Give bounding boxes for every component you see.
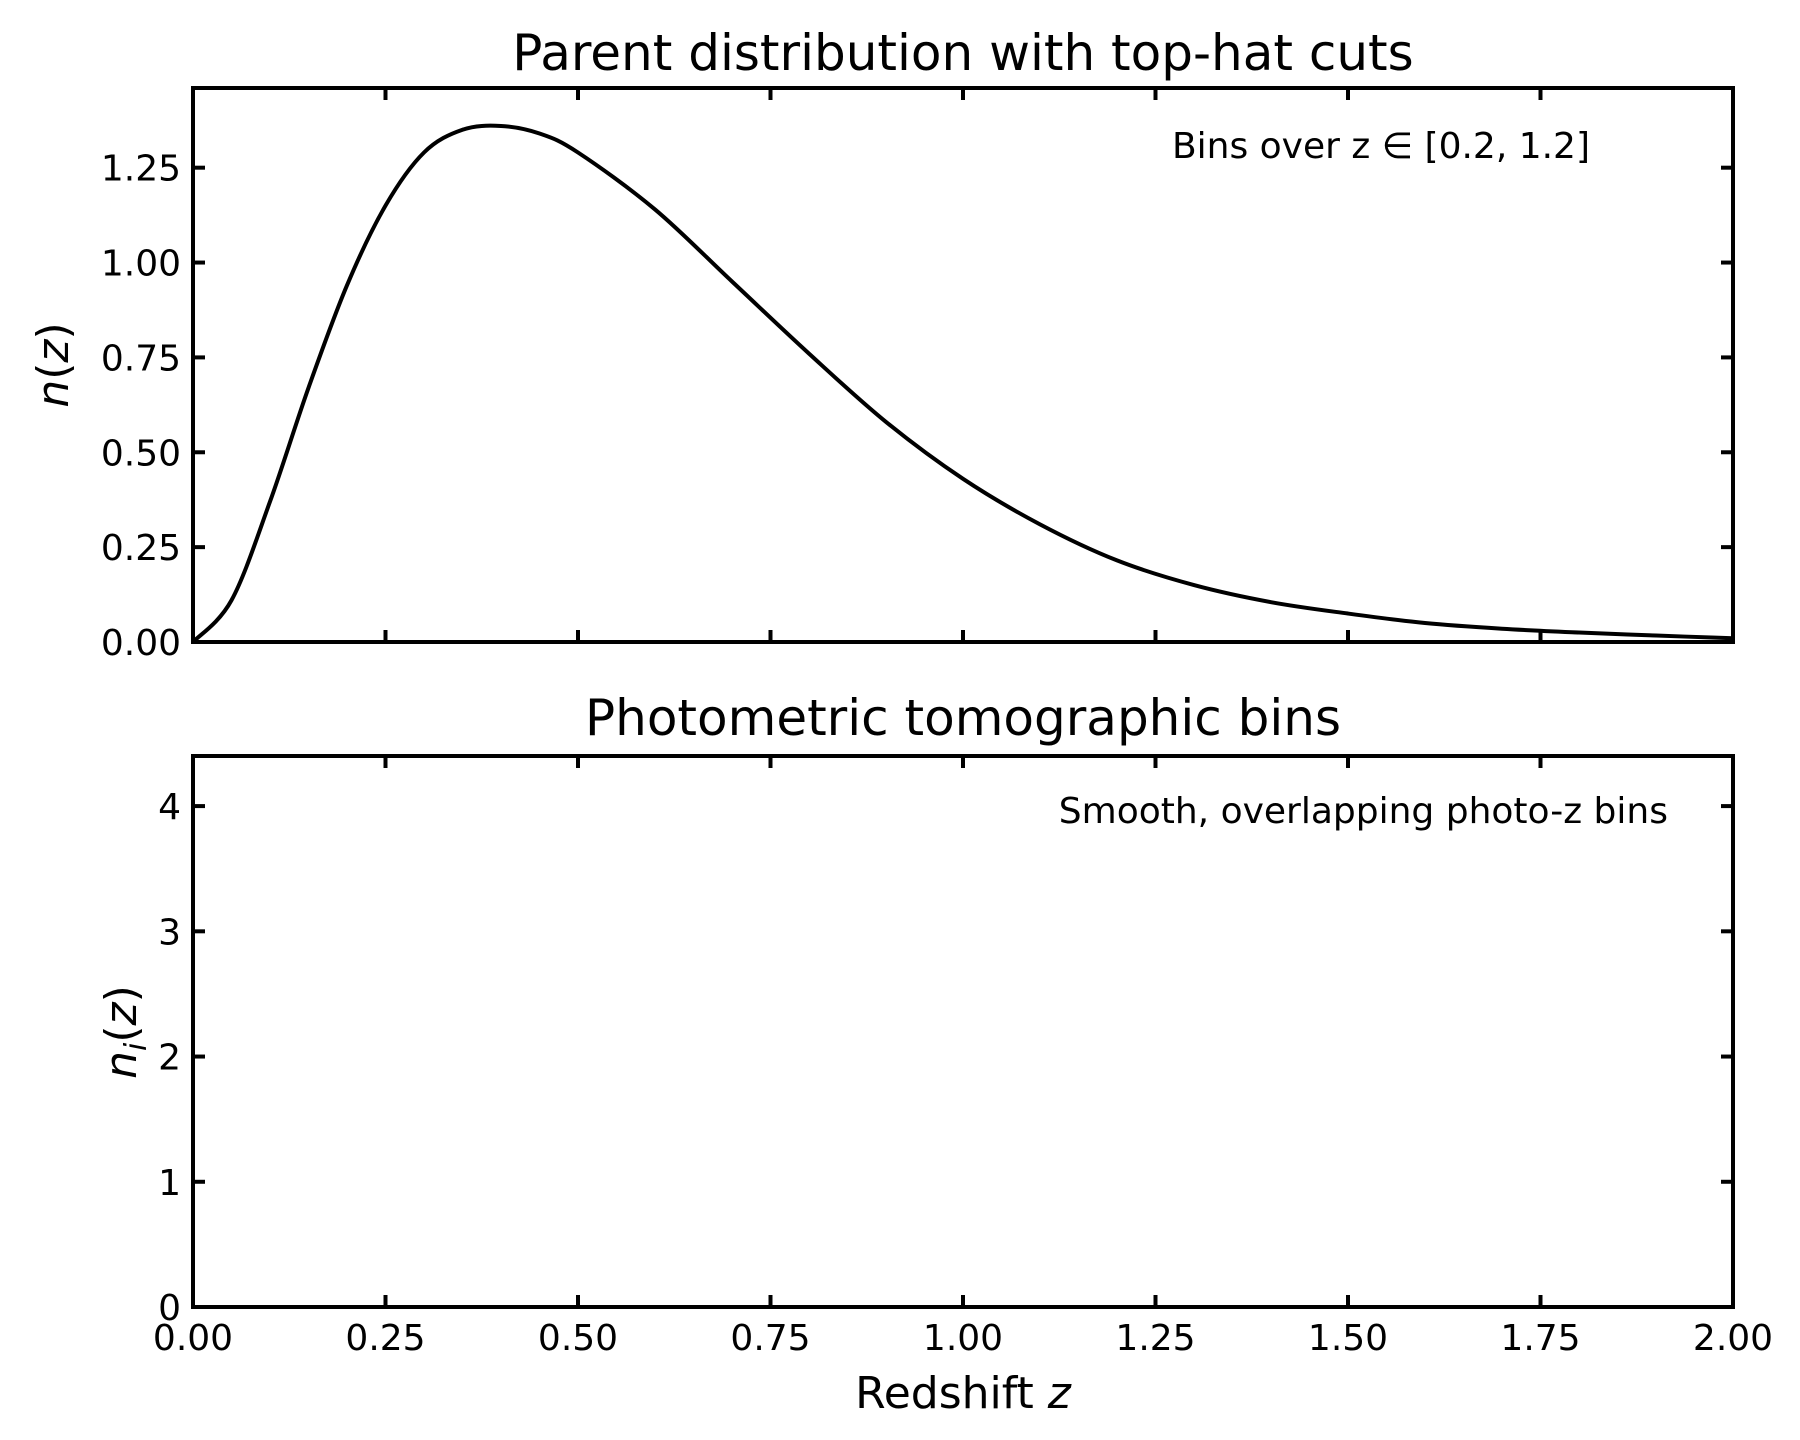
x-tick-label: 1.50 xyxy=(1308,1318,1388,1359)
y-ticks xyxy=(193,165,1733,644)
y-ticks xyxy=(193,804,1733,1309)
x-axis-label: Redshift z xyxy=(855,1368,1072,1419)
plot-frame xyxy=(191,754,1735,1309)
x-tick-label: 1.25 xyxy=(1115,1318,1195,1359)
y-tick-label: 4 xyxy=(158,787,181,828)
y-axis-label: n(z) xyxy=(28,322,79,407)
plot-frame xyxy=(191,86,1735,644)
y-tick-label: 0.25 xyxy=(101,528,181,569)
y-tick-label: 0 xyxy=(158,1288,181,1329)
panel-parent-distribution: Parent distribution with top-hat cuts 0.… xyxy=(28,24,1735,664)
y-axis-label: ni(z) xyxy=(96,985,154,1079)
chart-title: Photometric tomographic bins xyxy=(585,689,1341,747)
y-tick-label: 1 xyxy=(158,1163,181,1204)
panel-tomographic-bins: Photometric tomographic bins 0.00 0.25 0.5… xyxy=(96,689,1773,1419)
x-ticks xyxy=(191,88,1735,642)
x-ticks xyxy=(191,756,1735,1307)
x-tick-label: 2.00 xyxy=(1693,1318,1773,1359)
y-tick-label: 0.50 xyxy=(101,433,181,474)
x-tick-label: 1.75 xyxy=(1500,1318,1580,1359)
annotation: Bins over z ∈ [0.2, 1.2] xyxy=(1172,126,1590,167)
x-tick-label: 0.25 xyxy=(345,1318,425,1359)
x-tick-label: 0.00 xyxy=(153,1318,233,1359)
x-tick-label: 0.50 xyxy=(538,1318,618,1359)
x-tick-labels: 0.00 0.25 0.50 0.75 1.00 1.25 1.50 1.75 2.00 xyxy=(153,1318,1773,1359)
annotation: Smooth, overlapping photo-z bins xyxy=(1059,791,1668,832)
y-tick-label: 3 xyxy=(158,912,181,953)
y-tick-label: 2 xyxy=(158,1038,181,1079)
y-tick-label: 1.00 xyxy=(101,244,181,285)
y-tick-labels: 0 1 2 3 4 xyxy=(158,787,181,1329)
x-tick-label: 0.75 xyxy=(730,1318,810,1359)
series-line xyxy=(191,123,1734,644)
y-tick-label: 1.25 xyxy=(101,149,181,190)
series-group xyxy=(191,123,1734,644)
chart-title: Parent distribution with top-hat cuts xyxy=(512,24,1413,82)
y-tick-label: 0.00 xyxy=(101,623,181,664)
y-tick-labels: 0.00 0.25 0.50 0.75 1.00 1.25 xyxy=(101,149,181,664)
x-tick-label: 1.00 xyxy=(923,1318,1003,1359)
y-tick-label: 0.75 xyxy=(101,338,181,379)
